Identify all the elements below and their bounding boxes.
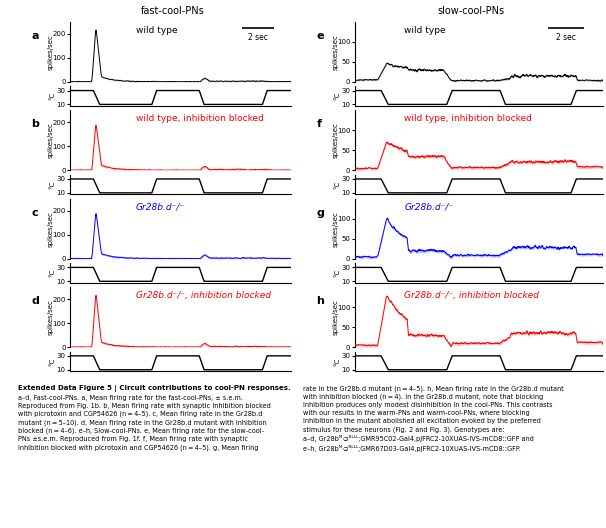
- Text: e: e: [316, 31, 324, 41]
- Y-axis label: °C: °C: [49, 181, 55, 188]
- Text: Extended Data Figure 5 | Circuit contributions to cool-PN responses.: Extended Data Figure 5 | Circuit contrib…: [18, 385, 291, 392]
- Text: wild type: wild type: [136, 26, 178, 35]
- Text: fast-cool-PNs: fast-cool-PNs: [141, 6, 205, 16]
- Text: rate in the Gr28b.d mutant (n = 4–5). h, Mean firing rate in the Gr28b.d mutant
: rate in the Gr28b.d mutant (n = 4–5). h,…: [303, 385, 564, 452]
- Text: wild type, inhibition blocked: wild type, inhibition blocked: [404, 115, 532, 124]
- Y-axis label: spikes/sec: spikes/sec: [333, 299, 339, 335]
- Y-axis label: °C: °C: [49, 269, 55, 277]
- Text: Gr28b.d⁻/⁻, inhibition blocked: Gr28b.d⁻/⁻, inhibition blocked: [136, 291, 271, 300]
- Y-axis label: °C: °C: [334, 181, 340, 188]
- Text: Gr28b.d⁻/⁻: Gr28b.d⁻/⁻: [404, 203, 453, 212]
- Text: Gr28b.d⁻/⁻: Gr28b.d⁻/⁻: [136, 203, 185, 212]
- Text: 2 sec: 2 sec: [248, 33, 268, 42]
- Text: slow-cool-PNs: slow-cool-PNs: [438, 6, 505, 16]
- Y-axis label: spikes/sec: spikes/sec: [48, 299, 54, 335]
- Text: Gr28b.d⁻/⁻, inhibition blocked: Gr28b.d⁻/⁻, inhibition blocked: [404, 291, 539, 300]
- Y-axis label: spikes/sec: spikes/sec: [48, 34, 54, 70]
- Y-axis label: spikes/sec: spikes/sec: [333, 34, 339, 70]
- Text: h: h: [316, 296, 324, 306]
- Text: a: a: [32, 31, 39, 41]
- Y-axis label: spikes/sec: spikes/sec: [48, 122, 54, 158]
- Y-axis label: °C: °C: [334, 92, 340, 100]
- Text: f: f: [316, 119, 321, 129]
- Y-axis label: spikes/sec: spikes/sec: [333, 122, 339, 158]
- Text: b: b: [32, 119, 39, 129]
- Y-axis label: °C: °C: [334, 269, 340, 277]
- Text: wild type: wild type: [404, 26, 446, 35]
- Text: g: g: [316, 208, 324, 218]
- Y-axis label: spikes/sec: spikes/sec: [333, 211, 339, 247]
- Y-axis label: °C: °C: [334, 357, 340, 365]
- Text: wild type, inhibition blocked: wild type, inhibition blocked: [136, 115, 264, 124]
- Y-axis label: °C: °C: [49, 92, 55, 100]
- Y-axis label: spikes/sec: spikes/sec: [48, 211, 54, 247]
- Text: d: d: [32, 296, 39, 306]
- Text: a–d, Fast-cool-PNs. a, Mean firing rate for the fast-cool-PNs, ± s.e.m.
Reproduc: a–d, Fast-cool-PNs. a, Mean firing rate …: [18, 395, 271, 451]
- Text: 2 sec: 2 sec: [556, 33, 576, 42]
- Text: c: c: [32, 208, 38, 218]
- Y-axis label: °C: °C: [49, 357, 55, 365]
